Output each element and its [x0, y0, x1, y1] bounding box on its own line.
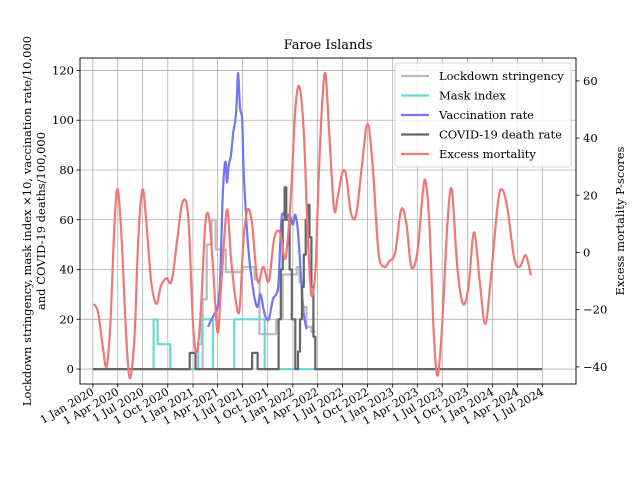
y-right-tick-label: 0	[583, 245, 590, 259]
y-left-tick-label: 0	[67, 362, 74, 376]
y-left-tick-label: 20	[59, 312, 74, 326]
legend-label: Lockdown stringency	[439, 69, 564, 83]
y-right-tick-label: −20	[583, 303, 607, 317]
y-axis-right: −40 −20 0 20 40 60	[576, 74, 607, 374]
y-left-tick-label: 40	[59, 263, 74, 277]
y-right-tick-label: 40	[583, 131, 598, 145]
series-line-mask-index	[92, 318, 393, 371]
y-right-tick-label: 60	[583, 74, 598, 88]
legend-label: Excess mortality	[439, 147, 536, 161]
legend: Lockdown stringency Mask index Vaccination…	[394, 62, 572, 168]
y-axis-left-label-line1: Lockdown stringency, mask index ×10, vac…	[20, 36, 34, 406]
y-axis-left-label-line2: and COVID-19 deaths/100,000	[34, 132, 48, 310]
plot-frame	[79, 57, 577, 385]
y-axis-right-label: Excess mortality P-scores	[613, 146, 627, 295]
chart-title: Faroe Islands	[284, 38, 373, 53]
y-axis-left: 0 20 40 60 80 100 120	[52, 63, 80, 376]
legend-label: COVID-19 death rate	[439, 128, 562, 142]
y-left-tick-label: 100	[52, 113, 74, 127]
legend-label: Mask index	[439, 89, 506, 103]
series-line-covid-19-death-rate	[92, 186, 543, 371]
y-left-tick-label: 60	[59, 213, 74, 227]
legend-label: Vaccination rate	[438, 108, 534, 122]
legend-box	[394, 62, 572, 168]
series-line-excess-mortality	[92, 71, 532, 380]
y-left-tick-label: 80	[59, 163, 74, 177]
y-left-tick-label: 120	[52, 63, 74, 77]
y-right-tick-label: 20	[583, 188, 598, 202]
series-layer	[92, 71, 543, 380]
y-right-tick-label: −40	[583, 360, 607, 374]
